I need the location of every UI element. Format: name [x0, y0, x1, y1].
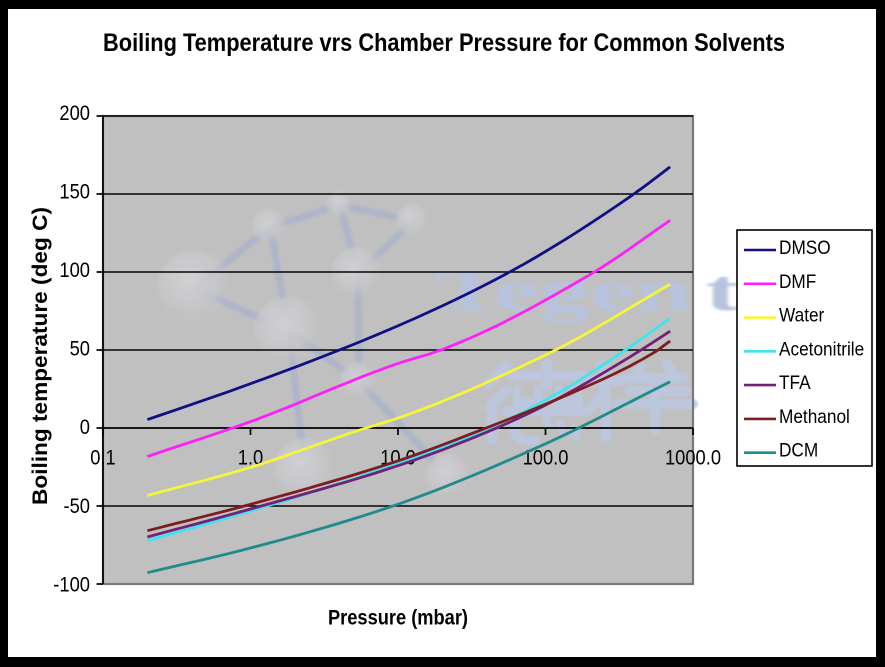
svg-text:150: 150 — [59, 180, 90, 204]
svg-text:200: 200 — [59, 101, 90, 125]
svg-text:Boiling Temperature vrs Chambe: Boiling Temperature vrs Chamber Pressure… — [103, 29, 785, 57]
svg-text:DMF: DMF — [779, 271, 816, 293]
svg-text:Acetonitrile: Acetonitrile — [779, 338, 864, 360]
svg-text:-50: -50 — [64, 494, 91, 518]
svg-text:Boiling temperature (deg C): Boiling temperature (deg C) — [28, 207, 52, 505]
svg-text:Water: Water — [779, 305, 825, 327]
svg-text:50: 50 — [70, 337, 91, 361]
svg-text:-100: -100 — [53, 572, 90, 596]
svg-text:1000.0: 1000.0 — [665, 446, 721, 470]
svg-text:DMSO: DMSO — [779, 237, 831, 259]
svg-text:Methanol: Methanol — [779, 406, 850, 428]
svg-text:Pressure (mbar): Pressure (mbar) — [328, 606, 468, 630]
svg-text:0.1: 0.1 — [90, 446, 116, 470]
svg-text:TFA: TFA — [779, 372, 811, 394]
svg-text:100.0: 100.0 — [523, 446, 569, 470]
svg-text:DCM: DCM — [779, 440, 818, 462]
svg-text:t: t — [705, 259, 740, 323]
svg-text:0: 0 — [80, 415, 90, 439]
svg-text:100: 100 — [59, 258, 90, 282]
